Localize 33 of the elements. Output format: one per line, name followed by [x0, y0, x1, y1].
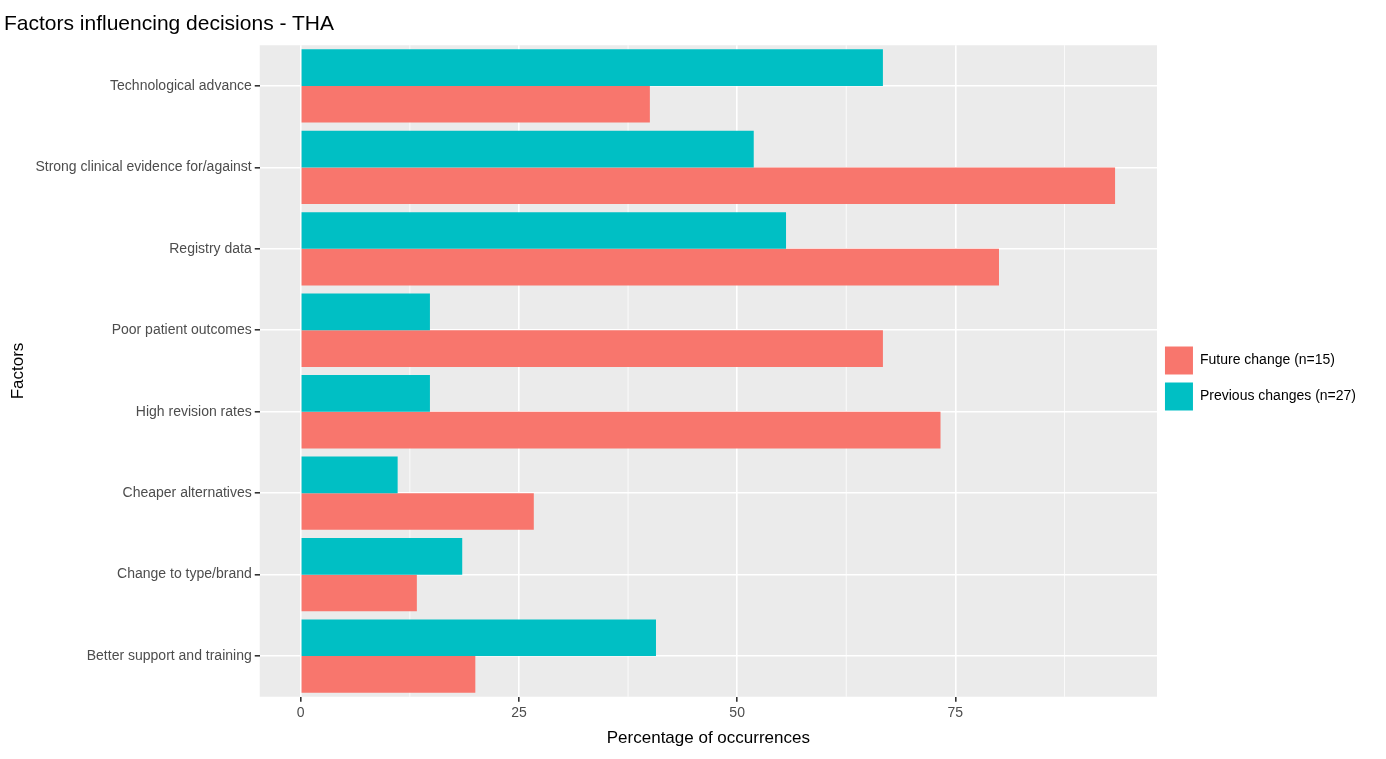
y-tick-label: Registry data: [169, 239, 252, 256]
x-tick-label: 0: [296, 704, 305, 721]
y-tick-label: Poor patient outcomes: [111, 321, 252, 338]
x-tick-label: 25: [511, 704, 527, 721]
bar: [301, 330, 883, 367]
bar: [301, 411, 941, 449]
y-axis-title: Factors: [7, 342, 27, 400]
legend-label: Future change (n=15): [1199, 351, 1335, 368]
bar: [301, 49, 883, 86]
y-tick-label: Technological advance: [110, 76, 252, 93]
y-tick-label: Change to type/brand: [117, 565, 252, 582]
legend-label: Previous changes (n=27): [1199, 387, 1357, 404]
bar: [301, 537, 463, 575]
chart-title: Factors influencing decisions - THA: [4, 11, 334, 35]
bar: [301, 248, 999, 286]
y-tick-label: Cheaper alternatives: [122, 484, 252, 501]
bar: [301, 167, 1116, 205]
y-tick-label: High revision rates: [135, 402, 252, 419]
bar: [301, 375, 430, 412]
bar: [301, 130, 754, 168]
bar: [301, 212, 787, 249]
bar: [301, 493, 534, 530]
bar: [301, 456, 398, 494]
x-tick-label: 50: [729, 704, 746, 721]
bar: [301, 619, 656, 657]
y-tick-label: Strong clinical evidence for/against: [35, 158, 252, 175]
bar: [301, 293, 430, 331]
bar: [301, 656, 476, 693]
x-tick-label: 75: [947, 704, 964, 721]
y-tick-label: Better support and training: [86, 646, 252, 663]
bar: [301, 574, 417, 612]
x-axis-title: Percentage of occurrences: [606, 728, 810, 748]
bar: [301, 85, 650, 123]
